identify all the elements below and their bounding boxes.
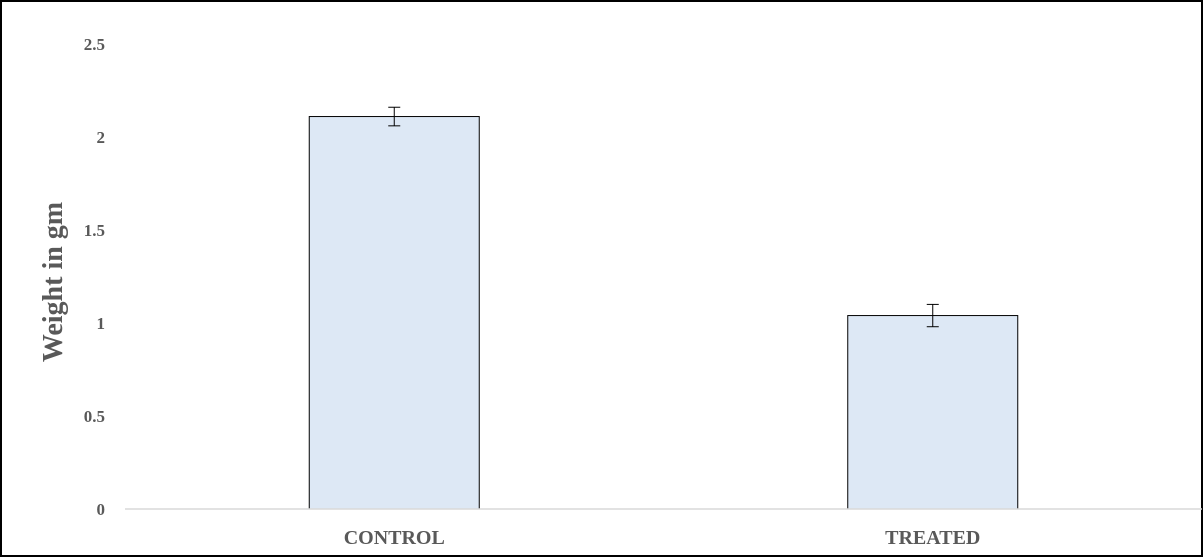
bars [308, 116, 1019, 510]
x-tick-label: CONTROL [344, 527, 445, 549]
y-tick-label: 2 [97, 128, 106, 147]
y-tick-label: 0 [97, 500, 106, 519]
y-axis-title: Weight in gm [38, 202, 69, 362]
error-bars [388, 106, 939, 328]
bar-treated [847, 315, 1019, 510]
x-tick-label: TREATED [885, 527, 980, 549]
x-axis-labels: CONTROL TREATED [344, 527, 981, 549]
y-tick-label: 0.5 [84, 407, 105, 426]
y-tick-label: 2.5 [84, 35, 105, 54]
y-tick-label: 1 [97, 314, 106, 333]
y-tick-label: 1.5 [84, 221, 105, 240]
error-bar-control [388, 106, 401, 127]
bar-control [308, 116, 480, 510]
error-bar-treated [926, 303, 939, 328]
y-axis-ticks: 0 0.5 1 1.5 2 2.5 [84, 35, 105, 519]
